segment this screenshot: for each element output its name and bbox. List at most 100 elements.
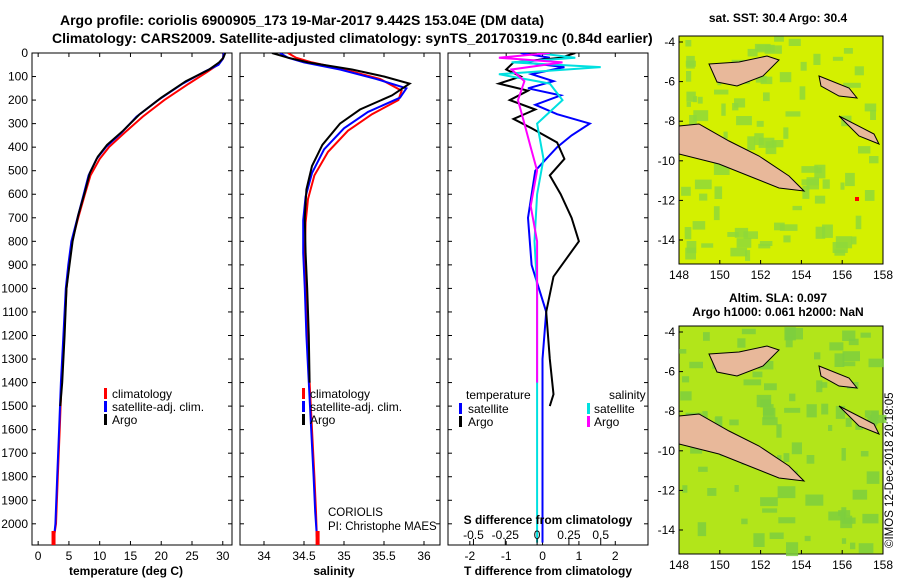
map-anomaly-patch	[753, 533, 765, 547]
legend-label: satellite-adj. clim.	[310, 400, 402, 414]
y-tick-label: 1300	[1, 352, 28, 366]
map-anomaly-patch	[692, 221, 706, 230]
legend-swatch	[302, 401, 305, 412]
map-anomaly-patch	[862, 513, 879, 524]
legend-label: Argo	[468, 415, 494, 429]
x-axis-label: salinity	[313, 564, 355, 578]
series-line-satellite-adj-clim-	[279, 53, 408, 545]
map-y-tick-label: -10	[658, 444, 676, 458]
sla-map-title-line-2: Argo h1000: 0.061 h2000: NaN	[692, 305, 863, 319]
map-anomaly-patch	[792, 205, 802, 211]
map-anomaly-patch	[854, 66, 864, 76]
series-line-satellite-adj-clim-	[52, 53, 225, 545]
x-tick-label: 15	[124, 549, 138, 563]
x-tick-label: -1	[501, 549, 512, 563]
x-tick-label: 25	[185, 549, 199, 563]
map-anomaly-patch	[802, 185, 810, 199]
map-y-tick-label: -14	[658, 523, 676, 537]
map-anomaly-patch	[821, 403, 829, 415]
map-anomaly-patch	[783, 235, 791, 243]
map-anomaly-patch	[771, 140, 784, 148]
map-anomaly-patch	[777, 486, 796, 499]
map-anomaly-patch	[703, 332, 710, 341]
x-tick-label: 20	[155, 549, 169, 563]
map-anomaly-patch	[734, 485, 739, 492]
map-anomaly-patch	[758, 137, 775, 148]
map-anomaly-patch	[757, 361, 774, 370]
legend-swatch	[104, 401, 107, 412]
land-bougainville	[818, 365, 859, 389]
map-anomaly-patch	[686, 91, 696, 102]
map-anomaly-patch	[762, 417, 778, 426]
map-anomaly-patch	[682, 376, 690, 383]
map-anomaly-patch	[855, 215, 862, 230]
chart-salinity: 34 34.5 35 35.5 36 salinity climatologysatelli…	[239, 52, 441, 578]
map-y-tick-label: -14	[658, 233, 676, 247]
map-anomaly-patch	[815, 226, 826, 239]
y-tick-label: 1200	[1, 328, 28, 342]
map-anomaly-patch	[736, 238, 752, 248]
x-tick-label: 36	[417, 549, 431, 563]
map-anomaly-patch	[685, 40, 692, 47]
series-line-argo	[59, 53, 227, 407]
y-tick-label: 200	[8, 93, 28, 107]
map-anomaly-patch	[743, 379, 762, 386]
map-anomaly-patch	[852, 489, 868, 500]
legend-label: satellite	[468, 402, 509, 416]
land-new-britain	[708, 55, 780, 87]
map-anomaly-patch	[828, 425, 833, 431]
map-anomaly-patch	[769, 532, 784, 539]
map-anomaly-patch	[686, 102, 691, 107]
map-anomaly-patch	[860, 332, 871, 338]
map-anomaly-patch	[681, 186, 691, 196]
map-anomaly-patch	[805, 494, 824, 506]
sla-map: 148 150 152 154 156 158 -4 -6 -8 -10 -12 -14	[658, 325, 894, 572]
x-tick-label: 30	[216, 549, 230, 563]
s-tick-label: -0.25	[492, 528, 520, 542]
s-axis-label: S difference from climatology	[464, 513, 633, 527]
map-anomaly-patch	[791, 442, 802, 455]
plot-frame	[239, 52, 441, 546]
y-tick-label: 1400	[1, 376, 28, 390]
map-anomaly-patch	[814, 195, 826, 204]
map-anomaly-patch	[848, 338, 859, 346]
map-anomaly-patch	[723, 131, 728, 139]
map-x-tick-label: 152	[751, 558, 771, 572]
map-anomaly-patch	[754, 43, 771, 51]
map-anomaly-patch	[699, 193, 708, 201]
map-anomaly-patch	[686, 71, 692, 82]
map-anomaly-patch	[747, 136, 756, 151]
map-anomaly-patch	[814, 164, 826, 179]
map-anomaly-patch	[698, 466, 708, 472]
series-line-salinity-argo	[498, 53, 563, 383]
watermark: ©IMOS 12-Dec-2018 20:18:05	[884, 392, 896, 548]
map-anomaly-patch	[801, 179, 819, 186]
legend-label: climatology	[112, 387, 172, 401]
map-anomaly-patch	[869, 156, 879, 164]
map-anomaly-patch	[786, 542, 799, 557]
map-anomaly-patch	[832, 56, 844, 61]
legend-temperature-title: temperature	[466, 388, 531, 402]
map-anomaly-patch	[684, 227, 692, 240]
x-tick-label: 0	[35, 549, 42, 563]
map-anomaly-patch	[702, 411, 708, 420]
map-anomaly-patch	[799, 86, 806, 100]
x-tick-label: 34	[257, 549, 271, 563]
y-tick-label: 1600	[1, 423, 28, 437]
s-tick-label: 0	[534, 528, 541, 542]
map-anomaly-patch	[745, 250, 751, 261]
profile-panels: 0100200300400500600700800900100011001200…	[1, 46, 649, 578]
plot-frame	[31, 52, 233, 546]
map-x-tick-label: 154	[791, 268, 811, 282]
title-line-1: Argo profile: coriolis 6900905_173 19-Ma…	[60, 12, 544, 28]
map-anomaly-patch	[785, 328, 803, 340]
map-anomaly-patch	[774, 36, 784, 42]
map-anomaly-patch	[866, 471, 880, 484]
map-anomaly-patch	[697, 522, 707, 537]
map-anomaly-patch	[682, 485, 688, 493]
map-anomaly-patch	[689, 361, 703, 369]
map-anomaly-patch	[785, 111, 801, 117]
map-anomaly-patch	[701, 243, 714, 248]
map-anomaly-patch	[760, 497, 778, 507]
